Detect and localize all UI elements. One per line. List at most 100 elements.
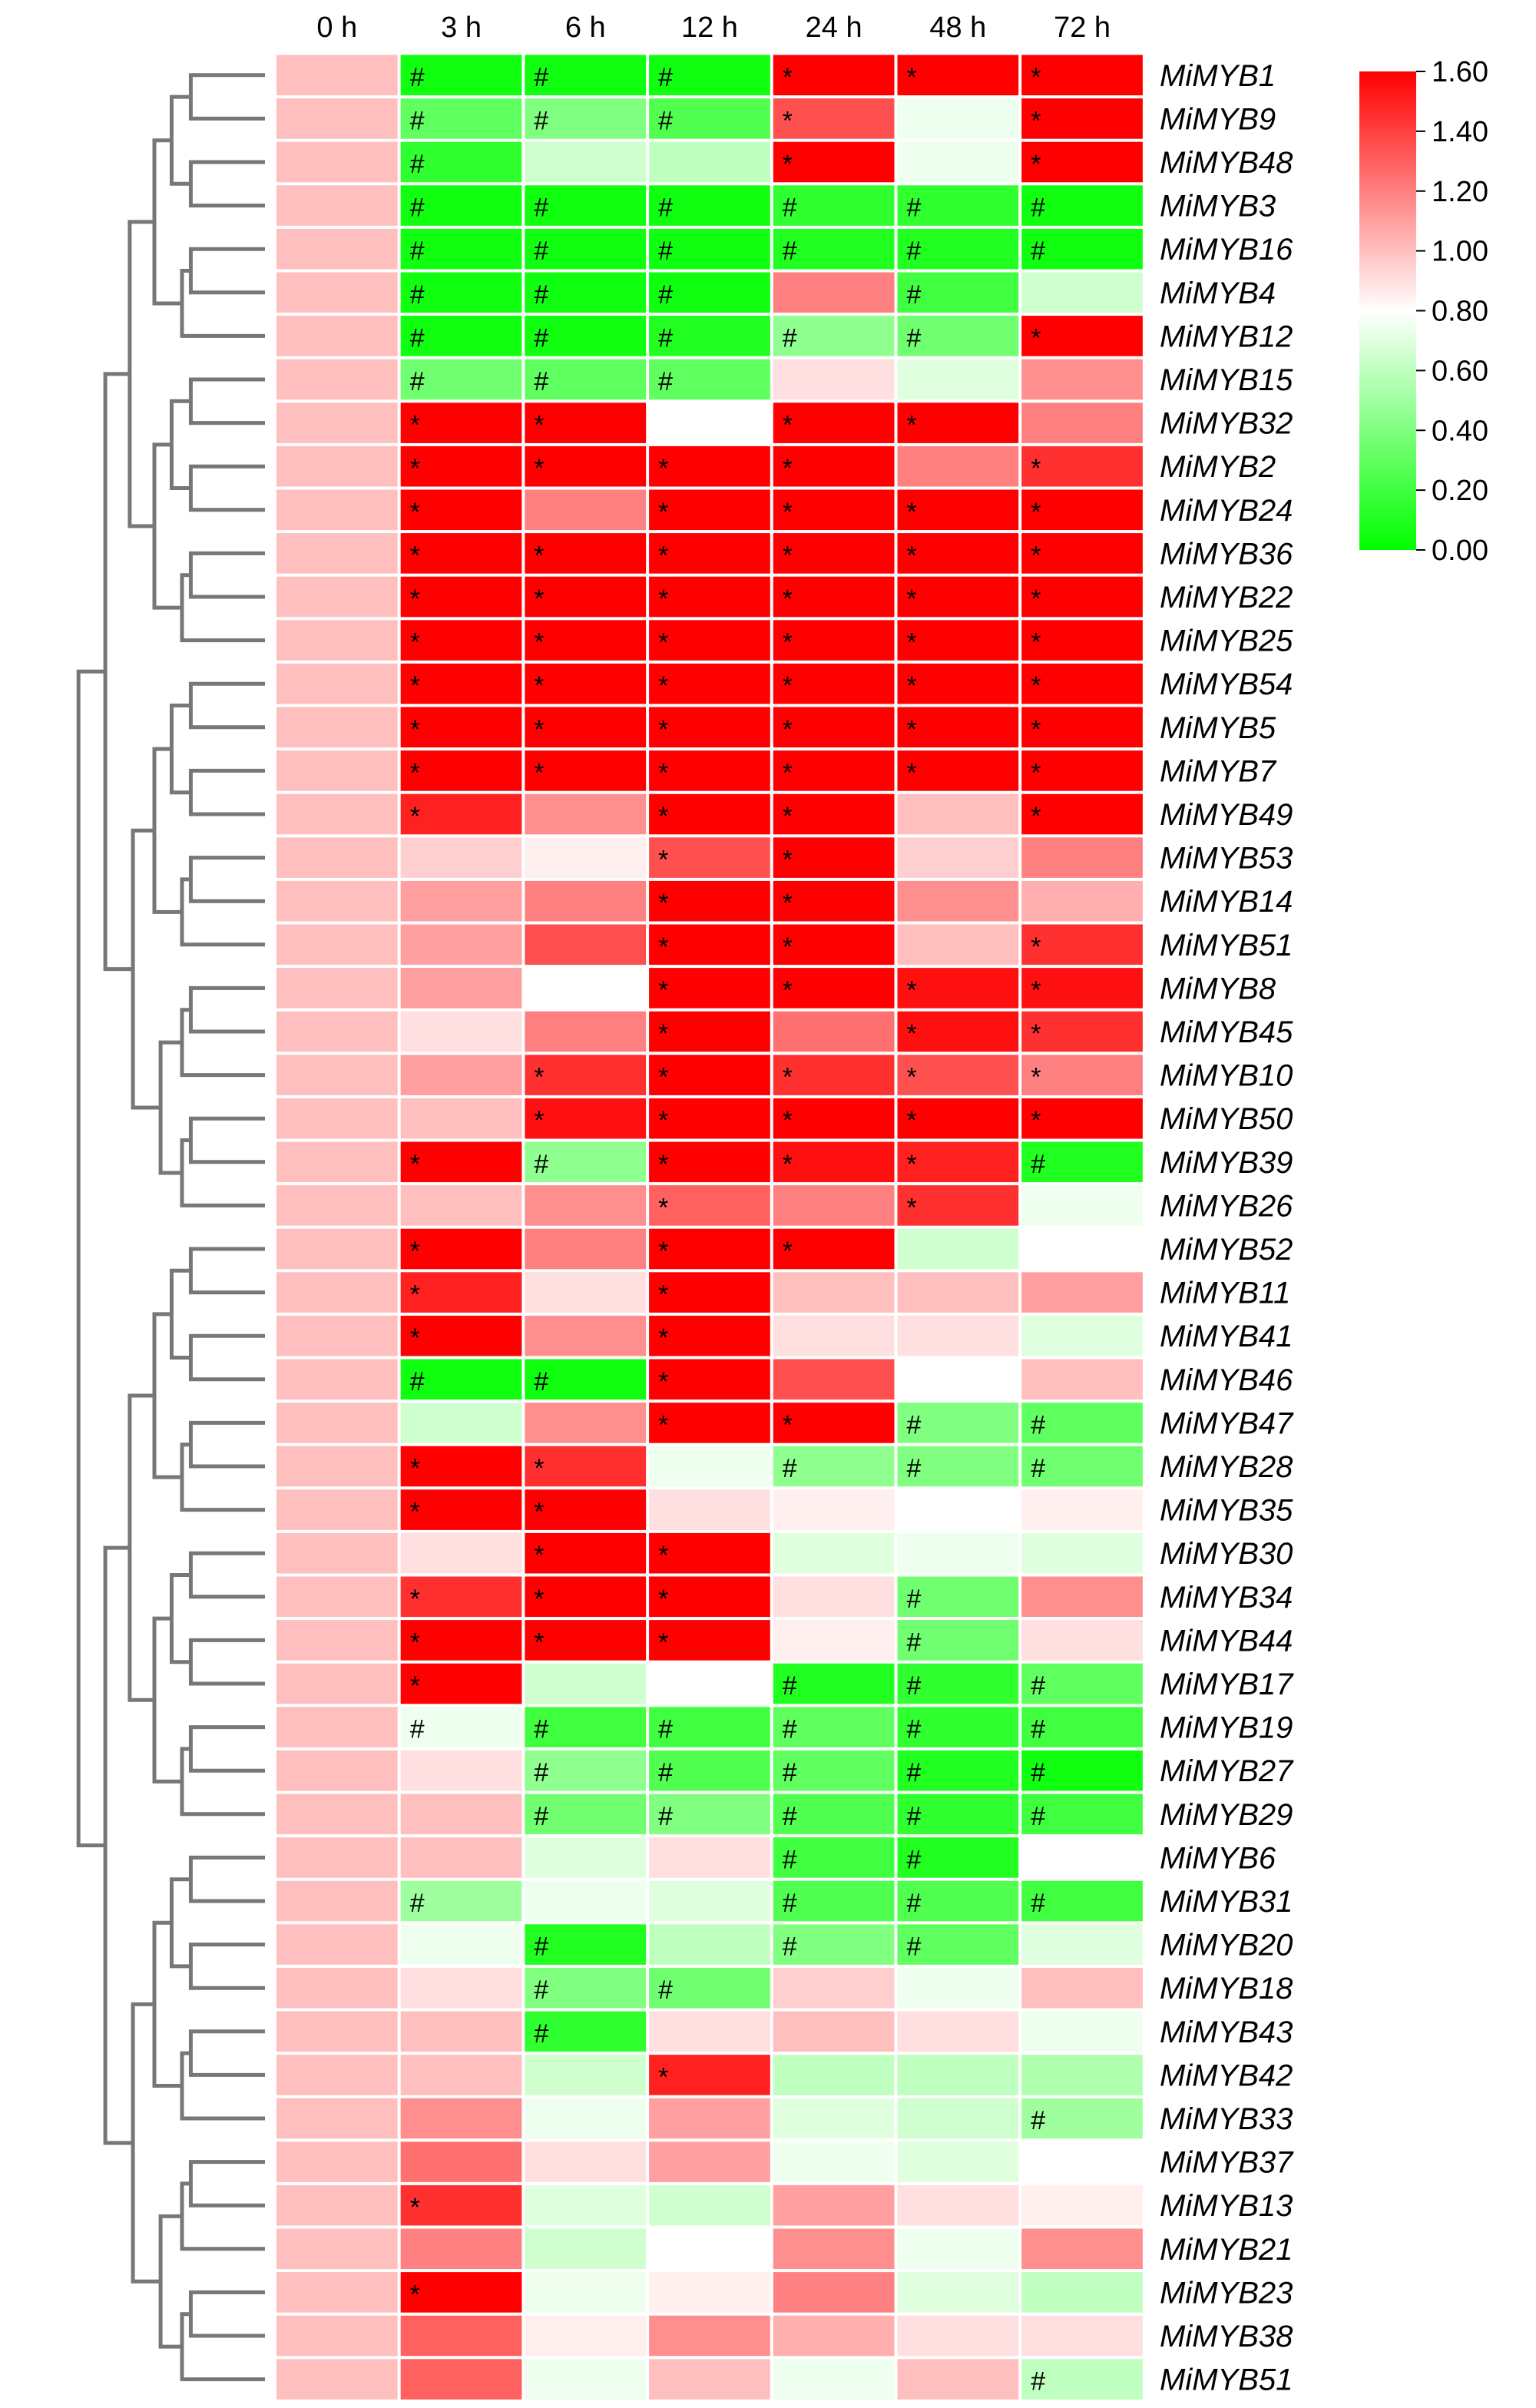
heatmap-cell (400, 1707, 522, 1747)
heatmap-cell (400, 1794, 522, 1835)
heatmap-cell (773, 2315, 895, 2357)
significance-asterisk: * (1031, 106, 1041, 135)
heatmap-cell (649, 663, 770, 704)
dendrogram-branch (188, 1943, 265, 1990)
significance-marks: # # # * * * # # # * * # * * # # # # # # # # # # # # # # # # # # # # # * # # # *… (410, 63, 1045, 2396)
heatmap-cell (1021, 1750, 1143, 1791)
heatmap-cell (649, 576, 770, 618)
significance-asterisk: * (534, 541, 544, 570)
significance-hash: # (907, 237, 922, 266)
heatmap-cell (525, 1011, 647, 1052)
row-label: MiMYB22 (1160, 581, 1293, 614)
heatmap-cell (525, 707, 647, 748)
heatmap-cell (1021, 1532, 1143, 1574)
heatmap-cell (773, 2272, 895, 2313)
heatmap-cell (276, 576, 398, 618)
heatmap-cell (897, 2228, 1019, 2270)
significance-hash: # (658, 106, 673, 135)
significance-asterisk: * (410, 1628, 420, 1657)
heatmap-cell (897, 185, 1019, 226)
heatmap-cell (1021, 2315, 1143, 2357)
significance-asterisk: * (1031, 715, 1041, 744)
heatmap-cell (897, 228, 1019, 270)
heatmap-cell (1021, 272, 1143, 313)
significance-asterisk: * (783, 671, 793, 701)
heatmap-cell (773, 402, 895, 443)
significance-hash: # (783, 323, 797, 353)
heatmap-cell (773, 141, 895, 183)
row-label: MiMYB47 (1160, 1406, 1294, 1440)
heatmap-cell (276, 968, 398, 1009)
significance-hash: # (783, 237, 797, 266)
heatmap-cell (649, 1532, 770, 1574)
row-label: MiMYB8 (1160, 972, 1276, 1005)
heatmap-cell (773, 750, 895, 791)
heatmap-cell (400, 2098, 522, 2139)
heatmap-cell (649, 2315, 770, 2357)
heatmap-cell (276, 1924, 398, 1965)
significance-asterisk: * (1031, 323, 1041, 353)
significance-asterisk: * (658, 1063, 668, 1092)
heatmap-cell (773, 1794, 895, 1835)
heatmap-cell (773, 1011, 895, 1052)
significance-hash: # (410, 367, 425, 396)
heatmap-cell (649, 1967, 770, 2009)
heatmap-cell (1021, 750, 1143, 791)
significance-asterisk: * (1031, 585, 1041, 614)
heatmap-cell (773, 968, 895, 1009)
row-label: MiMYB23 (1160, 2276, 1293, 2310)
heatmap-cell (525, 141, 647, 183)
heatmap-cell (400, 489, 522, 531)
significance-asterisk: * (783, 975, 793, 1005)
heatmap-cell (773, 1532, 895, 1574)
significance-hash: # (907, 1715, 922, 1744)
heatmap-cell (276, 533, 398, 574)
significance-hash: # (783, 194, 797, 223)
significance-asterisk: * (410, 541, 420, 570)
dendrogram-branch (169, 1877, 191, 1969)
heatmap-cell (773, 1620, 895, 1661)
heatmap-cell (276, 1663, 398, 1704)
heatmap-cell (400, 2011, 522, 2052)
significance-asterisk: * (534, 1541, 544, 1570)
row-label: MiMYB49 (1160, 798, 1293, 832)
heatmap-cell (525, 2315, 647, 2357)
heatmap-cell (525, 1055, 647, 1095)
heatmap-cell (400, 793, 522, 835)
significance-hash: # (410, 1715, 425, 1744)
heatmap-cell (276, 1403, 398, 1443)
heatmap-cell (897, 533, 1019, 574)
heatmap-cell (649, 1620, 770, 1661)
dendrogram-branch (169, 1268, 191, 1360)
significance-hash: # (907, 1410, 922, 1439)
significance-asterisk: * (907, 585, 917, 614)
heatmap-cell (897, 1707, 1019, 1747)
heatmap-cell (773, 1663, 895, 1704)
colorbar-tick-label: 0.00 (1432, 535, 1488, 567)
row-label: MiMYB7 (1160, 754, 1277, 788)
heatmap-cell (276, 1315, 398, 1356)
dendrogram-branch (188, 1333, 265, 1382)
heatmap-cell (773, 924, 895, 966)
significance-asterisk: * (658, 1150, 668, 1179)
significance-asterisk: * (658, 889, 668, 918)
dendrogram-branch (127, 1393, 154, 1702)
significance-hash: # (410, 1889, 425, 1918)
significance-hash: # (907, 1889, 922, 1918)
column-label: 0 h (316, 12, 357, 44)
significance-asterisk: * (1031, 454, 1041, 483)
heatmap-cell (525, 1707, 647, 1747)
significance-hash: # (783, 1889, 797, 1918)
significance-asterisk: * (907, 715, 917, 744)
heatmap-cell (1021, 55, 1143, 96)
heatmap-cell (400, 1446, 522, 1487)
heatmap-cell (400, 2184, 522, 2226)
significance-asterisk: * (658, 1323, 668, 1353)
heatmap-cell (773, 1967, 895, 2009)
heatmap-cell (897, 1750, 1019, 1791)
row-label: MiMYB5 (1160, 711, 1276, 745)
row-label: MiMYB20 (1160, 1929, 1293, 1963)
significance-asterisk: * (534, 628, 544, 657)
row-label: MiMYB32 (1160, 407, 1293, 441)
significance-asterisk: * (1031, 63, 1041, 92)
